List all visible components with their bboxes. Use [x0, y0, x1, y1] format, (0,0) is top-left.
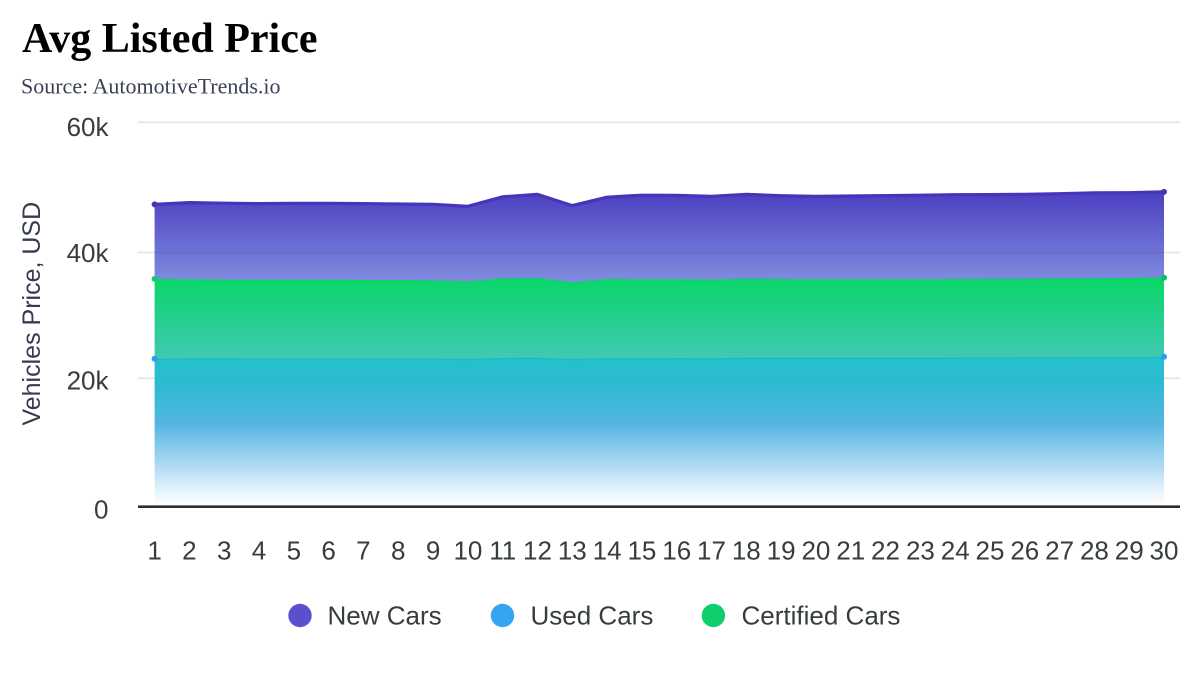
svg-text:Vehicles Price, USD: Vehicles Price, USD [18, 202, 46, 426]
svg-text:16: 16 [662, 536, 691, 566]
svg-text:11: 11 [489, 536, 516, 566]
svg-text:17: 17 [697, 536, 726, 566]
svg-text:20: 20 [801, 536, 830, 566]
svg-text:23: 23 [906, 536, 935, 566]
svg-text:14: 14 [593, 536, 622, 566]
svg-text:Source: AutomotiveTrends.io: Source: AutomotiveTrends.io [21, 74, 281, 99]
svg-text:Used Cars: Used Cars [531, 601, 654, 631]
svg-text:1: 1 [147, 536, 161, 566]
svg-text:10: 10 [453, 536, 482, 566]
svg-text:24: 24 [941, 536, 970, 566]
svg-text:15: 15 [627, 536, 656, 566]
svg-text:12: 12 [523, 536, 552, 566]
svg-text:Certified Cars: Certified Cars [742, 601, 901, 631]
svg-text:2: 2 [182, 536, 196, 566]
svg-text:0: 0 [94, 494, 108, 524]
svg-text:9: 9 [426, 536, 440, 566]
svg-text:26: 26 [1010, 536, 1039, 566]
svg-text:27: 27 [1045, 536, 1074, 566]
svg-text:40k: 40k [67, 238, 110, 268]
svg-text:4: 4 [252, 536, 266, 566]
svg-text:3: 3 [217, 536, 231, 566]
svg-text:29: 29 [1115, 536, 1144, 566]
svg-text:7: 7 [356, 536, 370, 566]
svg-text:60k: 60k [67, 112, 110, 142]
svg-text:New Cars: New Cars [328, 601, 442, 631]
svg-text:21: 21 [836, 536, 865, 566]
svg-text:18: 18 [732, 536, 761, 566]
svg-text:20k: 20k [67, 365, 110, 395]
svg-text:19: 19 [767, 536, 796, 566]
svg-text:30: 30 [1150, 536, 1179, 566]
svg-text:5: 5 [287, 536, 301, 566]
svg-text:8: 8 [391, 536, 405, 566]
svg-text:6: 6 [321, 536, 335, 566]
svg-text:22: 22 [871, 536, 900, 566]
svg-text:25: 25 [976, 536, 1005, 566]
svg-text:Avg Listed Price: Avg Listed Price [22, 16, 317, 62]
svg-text:28: 28 [1080, 536, 1109, 566]
svg-text:13: 13 [558, 536, 587, 566]
